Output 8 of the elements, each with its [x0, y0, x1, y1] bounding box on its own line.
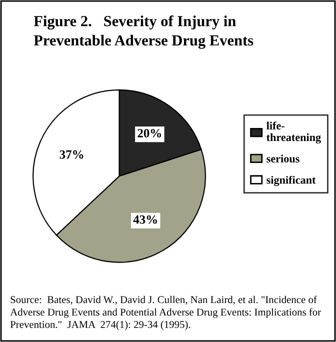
chart-title: Figure 2. Severity of Injury in Preventable Adverse Drug Events: [34, 15, 254, 49]
data-label: 37%: [60, 150, 84, 159]
data-label: 20%: [138, 128, 162, 138]
legend-label: serious: [266, 154, 300, 162]
legend-label: life- threatening: [266, 122, 321, 144]
legend-label: significant: [266, 176, 316, 186]
data-label: 43%: [133, 215, 157, 224]
source-note: Source: Bates, David W., David J. Cullen, Nan Laird, et al. "Incidence of Adverse Drug Events and Potential Adverse Drug Events: Implications for Prevention." JAMA 274(1): 29-34 (1995).: [10, 296, 321, 330]
